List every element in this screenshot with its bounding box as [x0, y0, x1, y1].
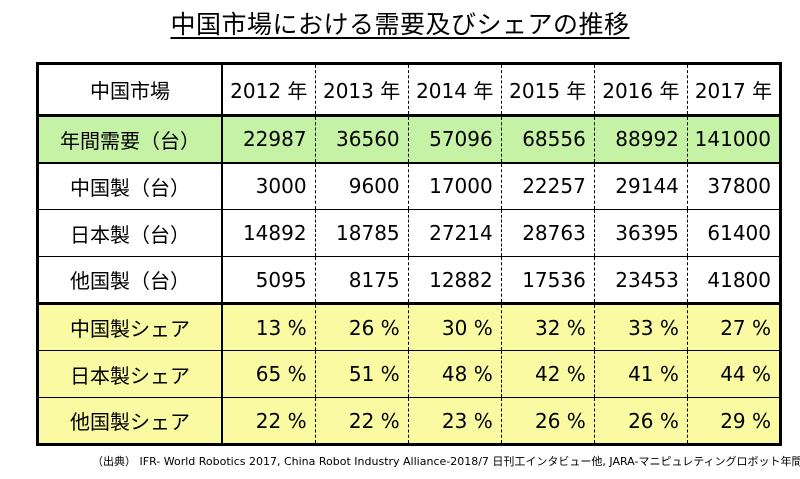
table-cell: 18785 [314, 209, 409, 257]
table-cell: 88992 [593, 115, 688, 164]
table-cell: 27214 [407, 209, 502, 257]
table-cell: 48 % [407, 350, 502, 398]
row-label: 他国製（台） [37, 256, 223, 304]
table-cell: 141000 [686, 115, 782, 164]
table-cell: 65 % [221, 350, 316, 398]
table-row-japan-share: 日本製シェア 65 % 51 % 48 % 42 % 41 % 44 % [37, 350, 782, 398]
row-label: 日本製シェア [37, 350, 223, 398]
source-note: （出典） IFR- World Robotics 2017, China Rob… [92, 455, 800, 468]
table-cell: 36560 [314, 115, 409, 164]
table-row-other-share: 他国製シェア 22 % 22 % 23 % 26 % 26 % 29 % [37, 397, 782, 445]
table-cell: 61400 [686, 209, 782, 257]
table-row-annual-demand: 年間需要（台） 22987 36560 57096 68556 88992 14… [37, 115, 782, 164]
table-row-china-made: 中国製（台） 3000 9600 17000 22257 29144 37800 [37, 162, 782, 210]
table-cell: 8175 [314, 256, 409, 304]
table-cell: 41 % [593, 350, 688, 398]
table-cell: 26 % [314, 302, 409, 351]
corner-label: 中国市場 [37, 63, 223, 117]
table-header-row: 中国市場 2012 年 2013 年 2014 年 2015 年 2016 年 … [37, 63, 782, 117]
row-label: 日本製（台） [37, 209, 223, 257]
table-cell: 5095 [221, 256, 316, 304]
page-title: 中国市場における需要及びシェアの推移 [0, 8, 800, 42]
table-cell: 29144 [593, 162, 688, 210]
table-row-japan-made: 日本製（台） 14892 18785 27214 28763 36395 614… [37, 209, 782, 257]
year-header: 2016 年 [593, 63, 688, 117]
table-cell: 44 % [686, 350, 782, 398]
table-cell: 17000 [407, 162, 502, 210]
year-header: 2012 年 [221, 63, 316, 117]
table-cell: 42 % [500, 350, 595, 398]
table-cell: 51 % [314, 350, 409, 398]
table-cell: 28763 [500, 209, 595, 257]
year-header: 2015 年 [500, 63, 595, 117]
year-header: 2017 年 [686, 63, 782, 117]
row-label: 年間需要（台） [37, 115, 223, 164]
table-cell: 9600 [314, 162, 409, 210]
table-cell: 37800 [686, 162, 782, 210]
table-cell: 22 % [221, 397, 316, 445]
table-cell: 33 % [593, 302, 688, 351]
market-share-table: 中国市場 2012 年 2013 年 2014 年 2015 年 2016 年 … [36, 62, 782, 446]
table-cell: 14892 [221, 209, 316, 257]
table-cell: 41800 [686, 256, 782, 304]
table-cell: 26 % [593, 397, 688, 445]
table-cell: 12882 [407, 256, 502, 304]
table-cell: 13 % [221, 302, 316, 351]
row-label: 他国製シェア [37, 397, 223, 445]
table-cell: 3000 [221, 162, 316, 210]
table-row-other-made: 他国製（台） 5095 8175 12882 17536 23453 41800 [37, 256, 782, 304]
year-header: 2013 年 [314, 63, 409, 117]
table-cell: 23 % [407, 397, 502, 445]
table-cell: 17536 [500, 256, 595, 304]
table-cell: 23453 [593, 256, 688, 304]
table-row-china-share: 中国製シェア 13 % 26 % 30 % 32 % 33 % 27 % [37, 302, 782, 351]
year-header: 2014 年 [407, 63, 502, 117]
title-text: 中国市場における需要及びシェアの推移 [170, 10, 630, 39]
row-label: 中国製シェア [37, 302, 223, 351]
table-cell: 26 % [500, 397, 595, 445]
table-cell: 32 % [500, 302, 595, 351]
table-cell: 22987 [221, 115, 316, 164]
table-cell: 36395 [593, 209, 688, 257]
table-cell: 68556 [500, 115, 595, 164]
row-label: 中国製（台） [37, 162, 223, 210]
table-cell: 27 % [686, 302, 782, 351]
table-cell: 22257 [500, 162, 595, 210]
table-cell: 30 % [407, 302, 502, 351]
table-cell: 57096 [407, 115, 502, 164]
table-cell: 22 % [314, 397, 409, 445]
table-cell: 29 % [686, 397, 782, 445]
